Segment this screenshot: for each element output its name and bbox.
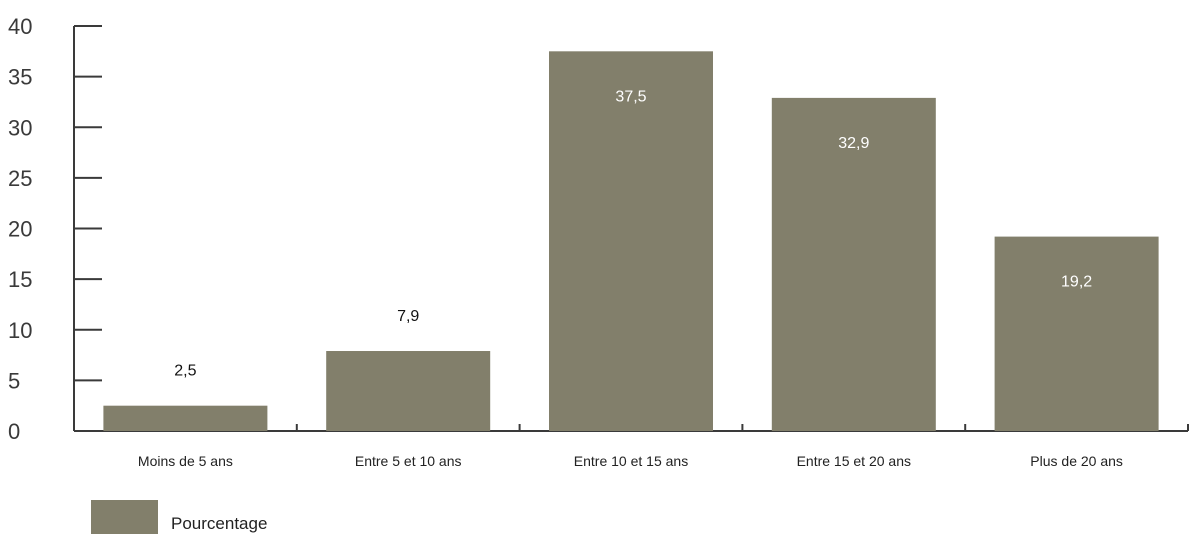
- legend-swatch: [91, 500, 158, 534]
- bar: [994, 236, 1159, 431]
- y-tick-label: 35: [8, 65, 32, 90]
- y-tick-label: 0: [8, 419, 20, 444]
- bar: [549, 51, 713, 431]
- x-tick-label: Moins de 5 ans: [138, 453, 233, 469]
- y-tick-label: 10: [8, 318, 32, 343]
- x-tick-label: Plus de 20 ans: [1030, 453, 1123, 469]
- bar: [771, 97, 936, 431]
- y-tick-label: 15: [8, 267, 32, 292]
- legend: Pourcentage: [91, 500, 267, 534]
- bar: [103, 405, 268, 431]
- data-label: 19,2: [1061, 274, 1092, 291]
- bars: [103, 51, 1159, 431]
- y-tick-label: 30: [8, 115, 32, 140]
- y-axis: 0 5 10 15 20 25 30 35 40: [8, 14, 102, 444]
- bar: [326, 351, 491, 431]
- value-labels: 2,5 7,9 37,5 32,9 19,2: [174, 88, 1092, 379]
- x-tick-label: Entre 10 et 15 ans: [574, 453, 688, 469]
- data-label: 2,5: [174, 363, 196, 380]
- y-tick-label: 5: [8, 368, 20, 393]
- category-labels: Moins de 5 ans Entre 5 et 10 ans Entre 10 …: [138, 453, 1123, 469]
- data-label: 32,9: [838, 135, 869, 152]
- data-label: 7,9: [397, 308, 419, 325]
- x-tick-label: Entre 5 et 10 ans: [355, 453, 462, 469]
- x-tick-label: Entre 15 et 20 ans: [797, 453, 911, 469]
- legend-label: Pourcentage: [171, 514, 267, 533]
- data-label: 37,5: [615, 88, 646, 105]
- y-tick-label: 40: [8, 14, 32, 39]
- y-tick-label: 20: [8, 217, 32, 242]
- y-tick-label: 25: [8, 166, 32, 191]
